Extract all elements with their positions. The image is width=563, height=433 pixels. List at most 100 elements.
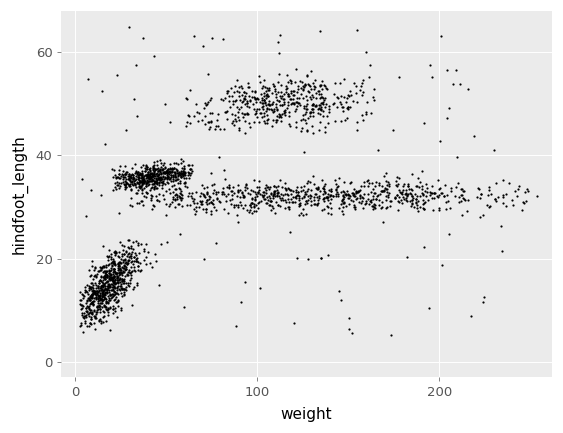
Point	[306, 178, 315, 185]
Point	[116, 173, 125, 180]
Point	[352, 98, 361, 105]
Point	[274, 190, 283, 197]
Point	[250, 118, 259, 125]
Point	[120, 170, 129, 177]
Point	[133, 180, 142, 187]
Point	[309, 79, 318, 86]
Point	[93, 271, 102, 278]
Point	[135, 183, 144, 190]
Point	[149, 184, 158, 191]
Point	[131, 160, 140, 167]
Point	[157, 240, 166, 247]
Point	[149, 203, 158, 210]
Point	[109, 278, 118, 285]
Point	[99, 284, 108, 291]
Point	[169, 195, 178, 202]
Point	[486, 190, 495, 197]
Point	[87, 279, 96, 286]
Point	[315, 91, 324, 98]
Point	[384, 179, 393, 186]
Point	[205, 118, 214, 125]
Point	[259, 196, 268, 203]
Point	[404, 183, 413, 190]
Point	[163, 169, 172, 176]
Point	[120, 173, 129, 180]
Point	[395, 186, 404, 193]
Point	[149, 165, 158, 172]
Point	[239, 94, 248, 101]
Point	[139, 247, 148, 254]
Point	[141, 171, 150, 178]
Point	[502, 202, 511, 209]
Point	[318, 207, 327, 213]
Point	[301, 116, 310, 123]
Point	[83, 294, 92, 301]
Point	[109, 266, 118, 273]
Point	[261, 108, 270, 115]
Point	[169, 171, 178, 178]
Point	[372, 193, 381, 200]
Point	[207, 207, 216, 214]
Point	[138, 176, 148, 183]
Point	[166, 174, 175, 181]
Point	[472, 194, 481, 201]
Point	[272, 192, 282, 199]
Point	[279, 192, 288, 199]
Point	[110, 284, 119, 291]
Point	[87, 294, 96, 301]
Point	[181, 180, 190, 187]
Point	[101, 298, 110, 305]
Point	[212, 116, 221, 123]
Point	[124, 258, 133, 265]
Point	[127, 264, 136, 271]
Point	[152, 180, 161, 187]
Point	[171, 195, 180, 202]
Point	[168, 167, 177, 174]
Point	[443, 67, 452, 74]
Point	[414, 175, 423, 182]
Point	[117, 278, 126, 285]
Point	[289, 91, 298, 98]
Point	[124, 280, 133, 287]
Point	[276, 197, 285, 204]
Point	[104, 256, 113, 263]
Point	[307, 96, 316, 103]
Point	[230, 116, 239, 123]
Point	[289, 91, 298, 98]
Point	[197, 181, 206, 188]
Point	[239, 204, 248, 211]
Point	[82, 323, 91, 330]
Point	[214, 154, 223, 161]
Point	[82, 213, 91, 220]
Point	[178, 165, 187, 171]
Point	[247, 210, 256, 216]
Point	[270, 105, 279, 112]
Point	[84, 282, 93, 289]
Point	[125, 270, 134, 277]
Point	[267, 198, 276, 205]
Point	[202, 206, 211, 213]
Point	[168, 183, 177, 190]
Point	[244, 120, 253, 126]
Point	[112, 293, 121, 300]
Point	[406, 185, 415, 192]
Point	[294, 95, 303, 102]
Point	[137, 180, 146, 187]
Point	[334, 174, 343, 181]
Point	[126, 201, 135, 208]
Point	[360, 178, 369, 185]
Point	[118, 276, 127, 283]
Point	[101, 304, 110, 310]
Point	[175, 170, 184, 177]
Point	[392, 173, 401, 180]
Point	[99, 292, 108, 299]
Point	[152, 197, 161, 204]
Point	[324, 187, 333, 194]
Point	[296, 90, 305, 97]
Point	[113, 273, 122, 280]
Point	[84, 75, 93, 82]
Point	[109, 275, 118, 281]
Point	[128, 172, 137, 179]
Point	[177, 194, 186, 201]
Point	[110, 291, 119, 297]
